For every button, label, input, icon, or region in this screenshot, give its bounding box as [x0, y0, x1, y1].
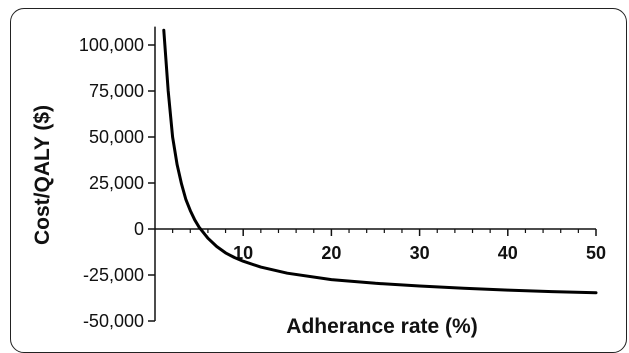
y-tick-label: 0	[134, 219, 144, 239]
y-axis: 100,000 75,000 50,000 25,000 0 -25,000 -50,000	[79, 26, 156, 331]
x-tick-label: 30	[410, 243, 430, 263]
x-tick-label: 20	[321, 243, 341, 263]
y-axis-title: Cost/QALY ($)	[31, 105, 54, 245]
y-tick-label: -25,000	[83, 265, 144, 285]
series-line-1	[162, 28, 598, 295]
x-tick-label: 40	[498, 243, 518, 263]
y-tick-label: -50,000	[83, 311, 144, 331]
y-tick-label: 75,000	[89, 81, 144, 101]
x-tick-label: 50	[586, 243, 606, 263]
x-axis: 10 20 30 40 50	[155, 228, 606, 263]
y-tick-label: 50,000	[89, 127, 144, 147]
y-tick-label: 100,000	[79, 35, 144, 55]
x-axis-title: Adherance rate (%)	[286, 315, 477, 338]
y-tick-label: 25,000	[89, 173, 144, 193]
line-chart: 100,000 75,000 50,000 25,000 0 -25,000 -50,000…	[31, 26, 606, 338]
series-layer	[162, 28, 598, 295]
